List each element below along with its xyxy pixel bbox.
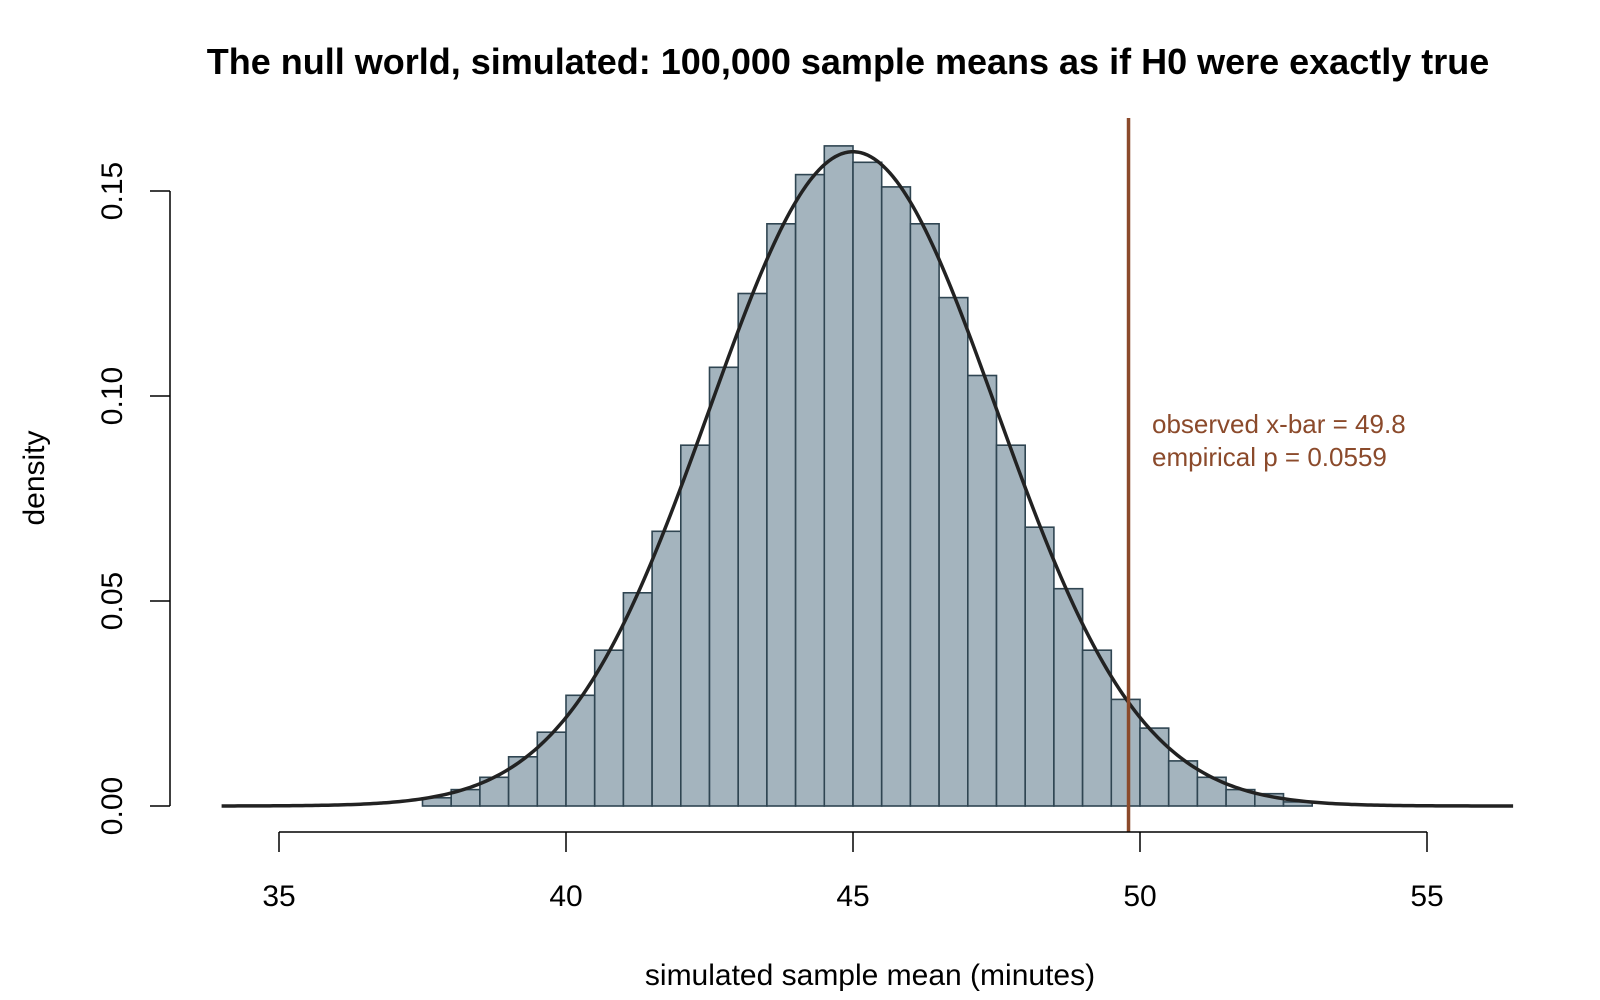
histogram-bar-11 [737, 292, 768, 807]
x-tick-label-0: 35 [262, 880, 295, 913]
histogram-bar-9 [679, 444, 711, 807]
histogram-bar-12 [766, 223, 797, 807]
histogram-bars [421, 145, 1314, 807]
x-tick-label-1: 40 [549, 880, 582, 913]
histogram-bar-15 [852, 161, 883, 807]
histogram-bar-14 [823, 145, 854, 807]
density-curve [221, 150, 1514, 808]
histogram-bar-8 [651, 530, 682, 807]
y-axis: 0.00 0.05 0.10 0.15 [96, 162, 171, 835]
density-curve-layer [221, 150, 1514, 808]
histogram-bar-22 [1053, 587, 1084, 807]
histogram-bar-7 [622, 591, 653, 807]
chart-title: The null world, simulated: 100,000 sampl… [207, 41, 1490, 82]
histogram-bar-21 [1024, 526, 1055, 807]
histogram-bar-17 [909, 223, 940, 807]
histogram-bar-19 [966, 374, 998, 807]
histogram-bar-18 [938, 296, 969, 807]
histogram-bar-23 [1081, 649, 1113, 807]
observed-xbar-annotation: observed x-bar = 49.8 [1152, 409, 1406, 439]
histogram-bar-6 [593, 649, 625, 807]
x-axis: 35 40 45 50 55 [262, 831, 1444, 913]
y-tick-label-0: 0.00 [96, 777, 129, 835]
y-axis-label: density [18, 430, 51, 525]
histogram-bar-3 [507, 755, 539, 807]
histogram-bar-20 [995, 444, 1027, 807]
y-tick-label-2: 0.10 [96, 367, 129, 425]
empirical-p-annotation: empirical p = 0.0559 [1152, 442, 1387, 472]
y-tick-label-1: 0.05 [96, 572, 129, 630]
x-tick-label-4: 55 [1410, 880, 1443, 913]
y-tick-label-3: 0.15 [96, 162, 129, 220]
x-axis-label: simulated sample mean (minutes) [645, 959, 1095, 992]
x-tick-label-2: 45 [836, 880, 869, 913]
histogram-bar-16 [880, 186, 912, 807]
x-tick-label-3: 50 [1123, 880, 1156, 913]
histogram-bar-13 [794, 173, 826, 807]
histogram-bar-10 [708, 366, 740, 807]
histogram-bar-24 [1110, 698, 1141, 807]
histogram-bar-25 [1139, 727, 1170, 807]
